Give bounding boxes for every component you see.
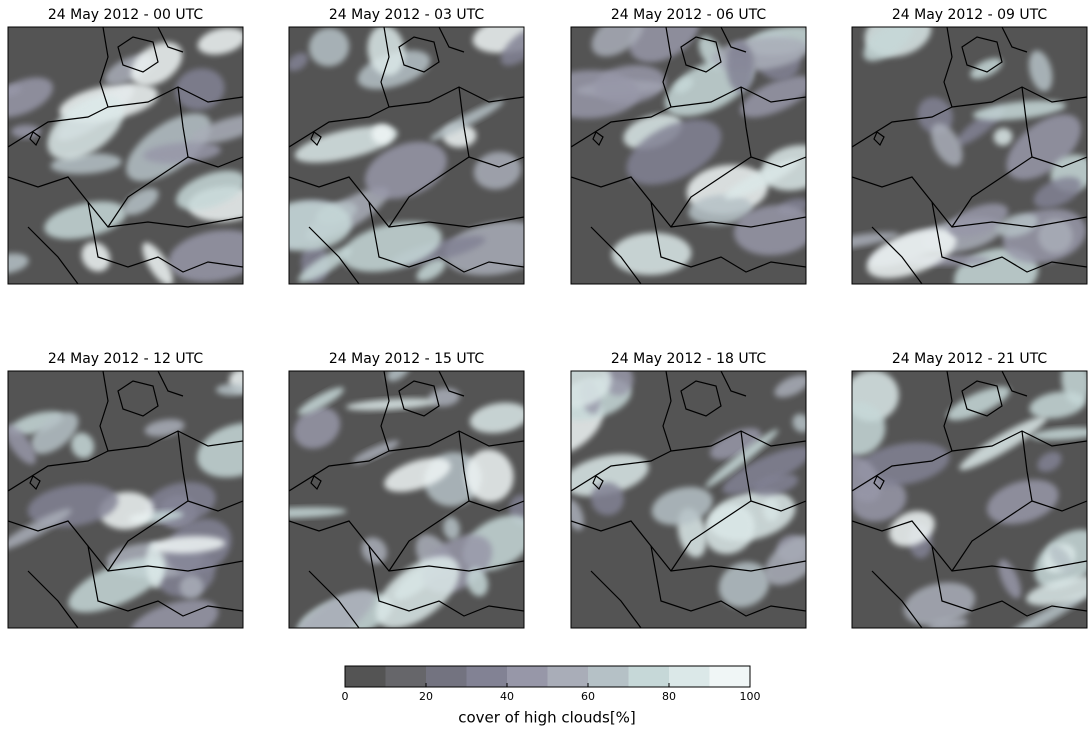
panel-title: 24 May 2012 - 00 UTC xyxy=(48,7,203,23)
map-field xyxy=(0,23,270,290)
colorbar-segment xyxy=(345,666,386,687)
colorbar-tick-label: 40 xyxy=(500,690,514,703)
map-panel xyxy=(531,352,830,628)
map-panel xyxy=(247,358,543,661)
colorbar-segment xyxy=(588,666,629,687)
colorbar-segment xyxy=(426,666,467,687)
map-panel xyxy=(805,2,1090,309)
panel-title: 24 May 2012 - 03 UTC xyxy=(329,7,484,23)
panel-title: 24 May 2012 - 21 UTC xyxy=(892,351,1047,367)
map-field xyxy=(822,356,1090,646)
map-panel xyxy=(538,0,834,284)
map-panel xyxy=(0,368,285,656)
map-field xyxy=(538,0,834,284)
map-field xyxy=(257,7,559,287)
figure: cover of high clouds[%] 24 May 2012 - 00… xyxy=(0,0,1090,732)
map-field xyxy=(0,368,285,656)
colorbar-label: cover of high clouds[%] xyxy=(458,709,636,727)
colorbar-segment xyxy=(548,666,589,687)
colorbar-tick-label: 60 xyxy=(581,690,595,703)
panel-title: 24 May 2012 - 09 UTC xyxy=(892,7,1047,23)
map-panel xyxy=(257,7,559,287)
map-field xyxy=(531,352,830,628)
colorbar-segment xyxy=(386,666,427,687)
map-field xyxy=(247,358,543,661)
colorbar-tick-label: 80 xyxy=(662,690,676,703)
map-panel xyxy=(0,23,270,290)
colorbar-segment xyxy=(629,666,670,687)
colorbar-tick-label: 20 xyxy=(419,690,433,703)
panel-title: 24 May 2012 - 18 UTC xyxy=(611,351,766,367)
panel-title: 24 May 2012 - 15 UTC xyxy=(329,351,484,367)
map-field xyxy=(805,2,1090,309)
colorbar-segment xyxy=(467,666,508,687)
colorbar-segment xyxy=(507,666,548,687)
panel-title: 24 May 2012 - 06 UTC xyxy=(611,7,766,23)
colorbar-tick-label: 0 xyxy=(342,690,349,703)
panel-title: 24 May 2012 - 12 UTC xyxy=(48,351,203,367)
colorbar-segment xyxy=(669,666,710,687)
colorbar-tick-label: 100 xyxy=(740,690,761,703)
colorbar-segment xyxy=(710,666,751,687)
map-panel xyxy=(822,356,1090,646)
